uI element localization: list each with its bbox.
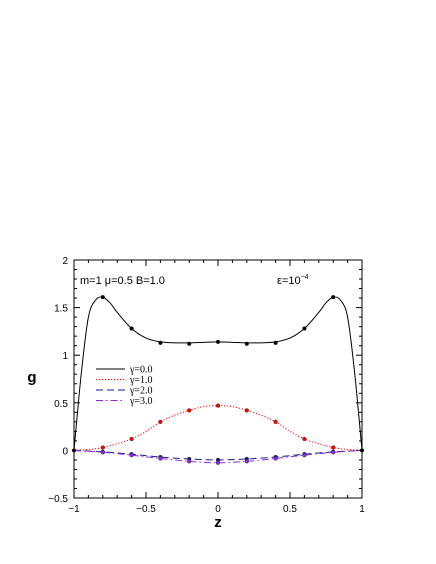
data-point-0 <box>273 340 278 345</box>
data-point-0 <box>187 341 192 346</box>
data-point-1 <box>158 419 163 424</box>
data-point-3 <box>100 450 105 455</box>
annotation-epsilon: ε=10−4 <box>277 274 309 287</box>
legend-entry-3: γ=3.0 <box>129 396 153 407</box>
data-point-0 <box>331 295 336 300</box>
data-point-3 <box>215 460 221 465</box>
y-tick-label: 0 <box>62 446 68 457</box>
y-tick-label: 0.5 <box>54 399 68 410</box>
data-point-0 <box>100 295 105 300</box>
data-point-1 <box>100 445 105 450</box>
data-point-0 <box>302 326 307 331</box>
x-tick-label: 1 <box>359 504 365 515</box>
series-line-1 <box>73 405 363 451</box>
series-line-0 <box>73 296 363 451</box>
y-tick-label: 1 <box>62 351 68 362</box>
data-point-1 <box>273 419 278 424</box>
x-tick-label: −0.5 <box>136 504 156 515</box>
data-point-1 <box>187 408 192 413</box>
y-axis-label: g <box>27 369 36 386</box>
chart-text: m=1 μ=0.5 B=1.0 ε=10−4 z g <box>27 274 308 531</box>
series-markers <box>71 295 365 465</box>
axis-ticks: −1 −0.5 0 0.5 1−0.500.511.52 <box>48 256 365 515</box>
data-point-1 <box>331 445 336 450</box>
data-point-0 <box>71 448 77 453</box>
data-point-3 <box>129 453 134 458</box>
data-point-3 <box>244 459 249 464</box>
legend: γ=0.0γ=1.0γ=2.0γ=3.0 <box>96 365 153 407</box>
annotation-epsilon-exponent: −4 <box>301 274 309 281</box>
y-tick-label: 1.5 <box>54 304 68 315</box>
data-point-1 <box>244 408 249 413</box>
data-point-0 <box>359 448 365 453</box>
data-point-0 <box>158 340 163 345</box>
legend-entry-1: γ=1.0 <box>129 375 153 386</box>
data-point-0 <box>215 339 221 344</box>
data-point-1 <box>302 436 307 442</box>
annotation-epsilon-base: ε=10 <box>277 275 301 287</box>
y-tick-label: 2 <box>62 256 68 267</box>
data-point-1 <box>215 403 221 408</box>
data-point-3 <box>331 450 336 455</box>
data-point-1 <box>129 436 134 442</box>
x-axis-label: z <box>214 514 222 531</box>
data-point-0 <box>129 326 134 331</box>
y-tick-label: −0.5 <box>48 494 68 505</box>
series-line-3 <box>73 449 363 464</box>
x-tick-label: 0 <box>215 504 221 515</box>
data-point-3 <box>302 453 307 458</box>
legend-entry-0: γ=0.0 <box>129 365 153 376</box>
legend-entry-2: γ=2.0 <box>129 386 153 397</box>
data-point-3 <box>273 456 278 461</box>
data-point-3 <box>187 459 192 464</box>
data-point-0 <box>244 341 249 346</box>
annotation-params: m=1 μ=0.5 B=1.0 <box>80 275 165 287</box>
x-tick-label: −1 <box>68 504 80 515</box>
data-point-3 <box>158 456 163 461</box>
x-tick-label: 0.5 <box>283 504 297 515</box>
